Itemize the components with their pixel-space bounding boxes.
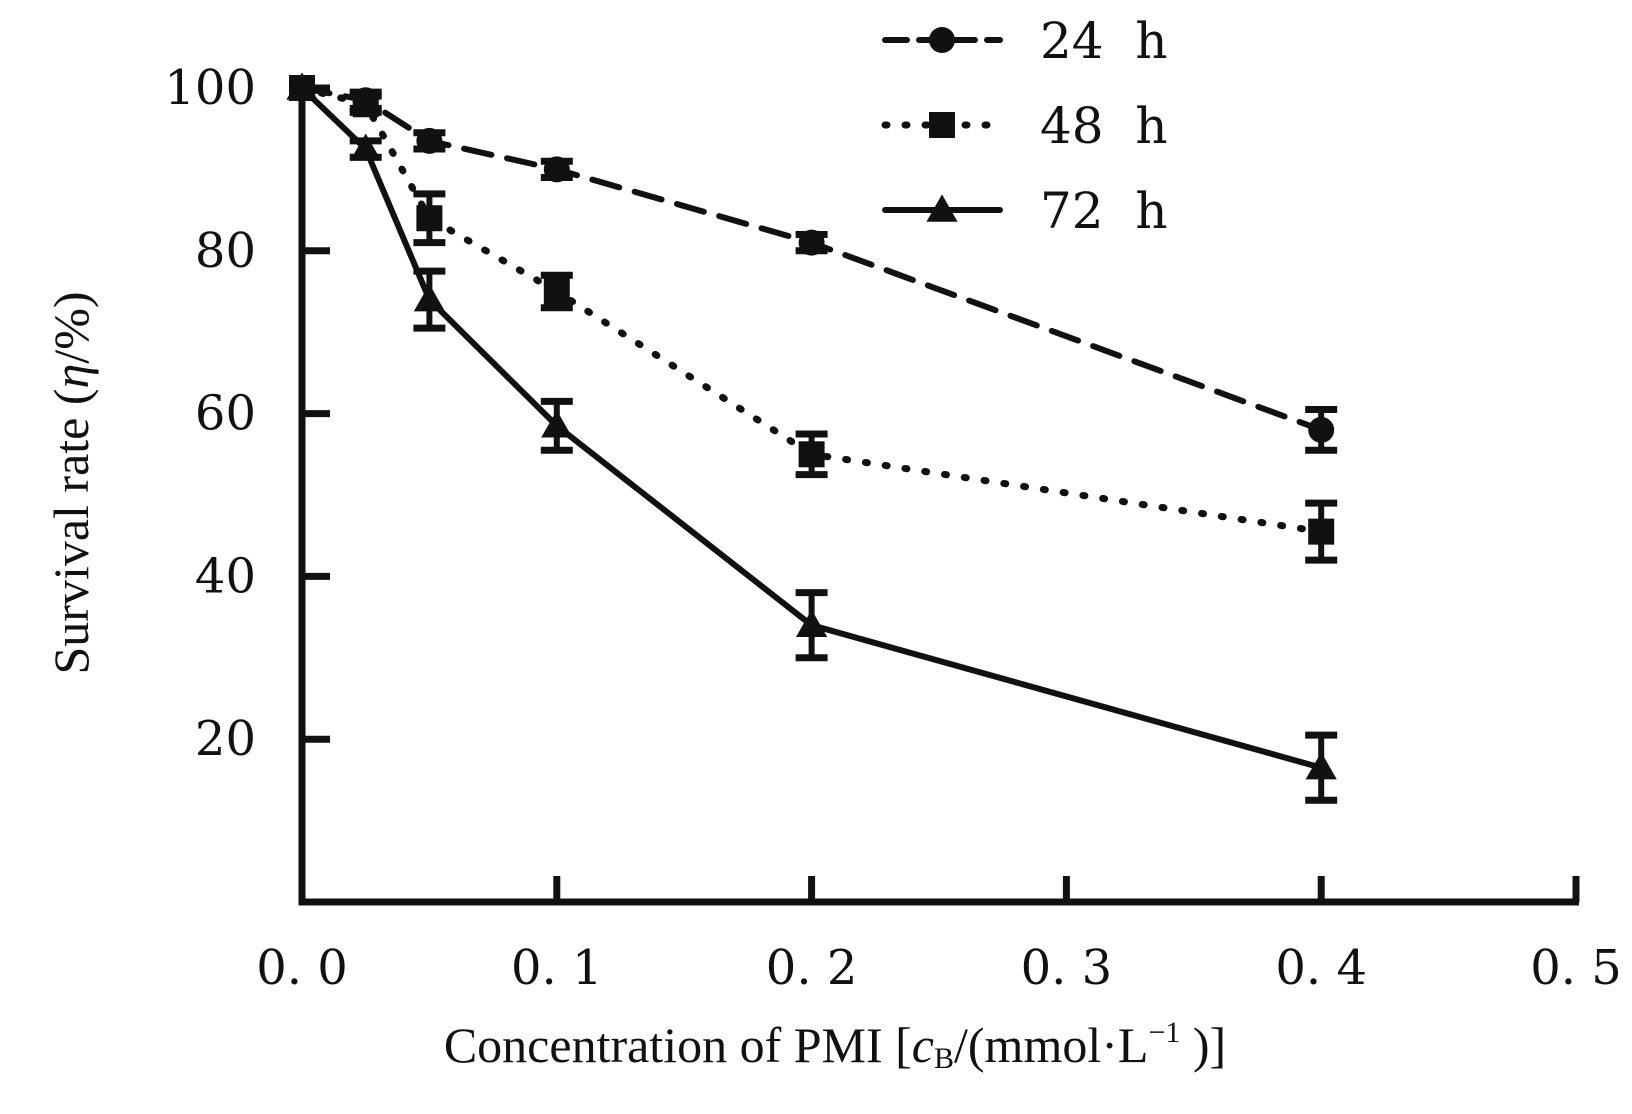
triangle-marker: [541, 410, 573, 438]
legend-label: 24 h: [1040, 12, 1168, 70]
x-tick-label: 0. 4: [1275, 940, 1367, 996]
series-2: [286, 72, 1338, 804]
circle-marker: [798, 229, 825, 256]
x-axis-label: Concentration of PMI [cB/(mmol·L−1 )]: [444, 1016, 1226, 1075]
legend-item-2: 72 h: [882, 182, 1168, 240]
triangle-marker: [1305, 752, 1337, 780]
triangle-marker: [413, 284, 445, 312]
triangle-marker: [286, 72, 318, 100]
y-tick-label: 100: [164, 60, 256, 116]
series-layer: [286, 72, 1338, 804]
y-axis-ticks: 20 40 60 80 100: [164, 60, 330, 767]
x-tick-label: 0. 5: [1530, 940, 1622, 996]
y-tick-label: 60: [195, 386, 256, 442]
legend-label: 48 h: [1040, 97, 1168, 155]
series-0: [289, 75, 1338, 454]
x-tick-label: 0. 0: [256, 940, 348, 996]
square-marker: [416, 205, 443, 232]
legend-item-1: 48 h: [881, 97, 1168, 155]
triangle-marker: [350, 133, 382, 161]
square-marker: [929, 112, 955, 138]
axes: [298, 78, 1579, 906]
legend: 24 h 48 h 72 h: [881, 12, 1168, 240]
legend-label: 72 h: [1040, 182, 1168, 240]
triangle-marker: [796, 609, 828, 637]
square-marker: [798, 441, 825, 468]
y-tick-label: 80: [195, 223, 256, 279]
square-marker: [543, 278, 570, 305]
x-tick-label: 0. 3: [1021, 940, 1113, 996]
series-line: [299, 85, 1325, 771]
circle-marker: [929, 27, 955, 53]
circle-marker: [416, 127, 443, 154]
y-axis-label: Survival rate (η/%): [43, 291, 99, 674]
series-line: [299, 85, 1325, 433]
legend-item-0: 24 h: [882, 12, 1168, 70]
x-tick-label: 0. 1: [511, 940, 603, 996]
x-tick-label: 0. 2: [766, 940, 858, 996]
square-marker: [1308, 518, 1335, 545]
x-axis-ticks: 0. 0 0. 1 0. 2 0. 3 0. 4 0. 5: [256, 876, 1622, 996]
circle-marker: [543, 156, 570, 183]
square-marker: [352, 91, 379, 118]
circle-marker: [1308, 416, 1335, 443]
triangle-marker: [926, 194, 958, 222]
y-tick-label: 20: [195, 711, 256, 767]
y-tick-label: 40: [195, 548, 256, 604]
